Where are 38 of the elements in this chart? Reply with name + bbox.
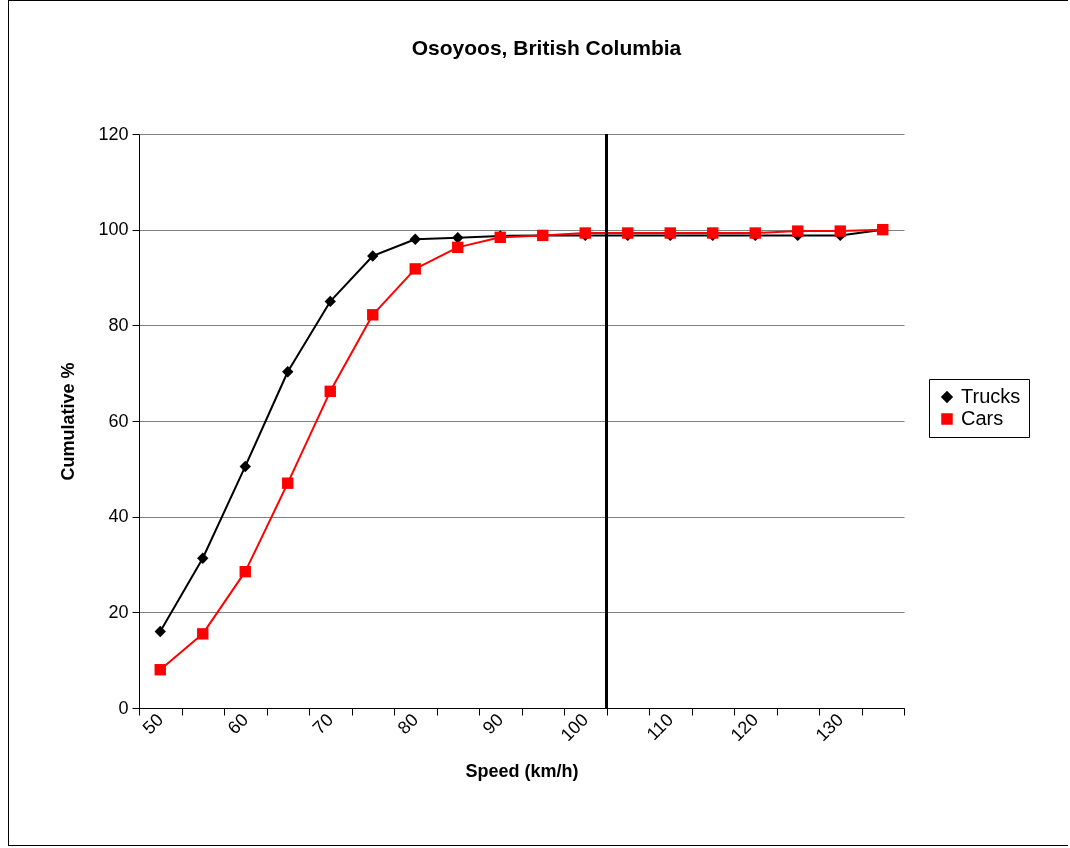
point: [367, 250, 379, 262]
y-tick-label: 60: [108, 410, 129, 431]
x-tick-label: 50: [138, 709, 168, 739]
point: [239, 565, 251, 578]
point: [239, 460, 251, 473]
point: [282, 477, 294, 489]
y-tick-label: 80: [108, 314, 129, 335]
point: [409, 263, 421, 275]
point: [452, 241, 464, 254]
x-tick-label: 100: [556, 709, 593, 746]
point: [154, 664, 166, 676]
y-tick-label: 100: [98, 219, 129, 240]
point: [154, 625, 166, 638]
y-tick-label: 20: [108, 601, 129, 622]
x-tick-label: 60: [223, 709, 253, 739]
x-tick-label: 130: [811, 709, 848, 746]
point: [197, 628, 209, 640]
y-tick-label: 40: [108, 506, 129, 527]
point: [792, 225, 804, 237]
chart-title: Osoyoos, British Columbia: [411, 36, 682, 59]
x-tick-label: 80: [393, 709, 423, 739]
y-tick-label: 120: [98, 123, 129, 144]
point: [834, 225, 846, 237]
y-tick-label: 0: [118, 697, 129, 718]
point: [409, 233, 421, 245]
x-tick-label: 120: [726, 709, 763, 746]
x-axis-title: Speed (km/h): [465, 761, 579, 782]
x-tick-label: 110: [642, 709, 678, 745]
point: [367, 309, 379, 321]
point: [324, 385, 336, 398]
point: [282, 366, 294, 378]
point: [197, 552, 209, 564]
x-tick-label: 70: [308, 709, 338, 739]
legend-label: Cars: [961, 407, 1004, 429]
legend-label: Trucks: [961, 385, 1021, 407]
y-axis-title: Cumulative %: [58, 362, 79, 481]
point: [324, 295, 336, 308]
x-tick-label: 90: [478, 709, 508, 739]
